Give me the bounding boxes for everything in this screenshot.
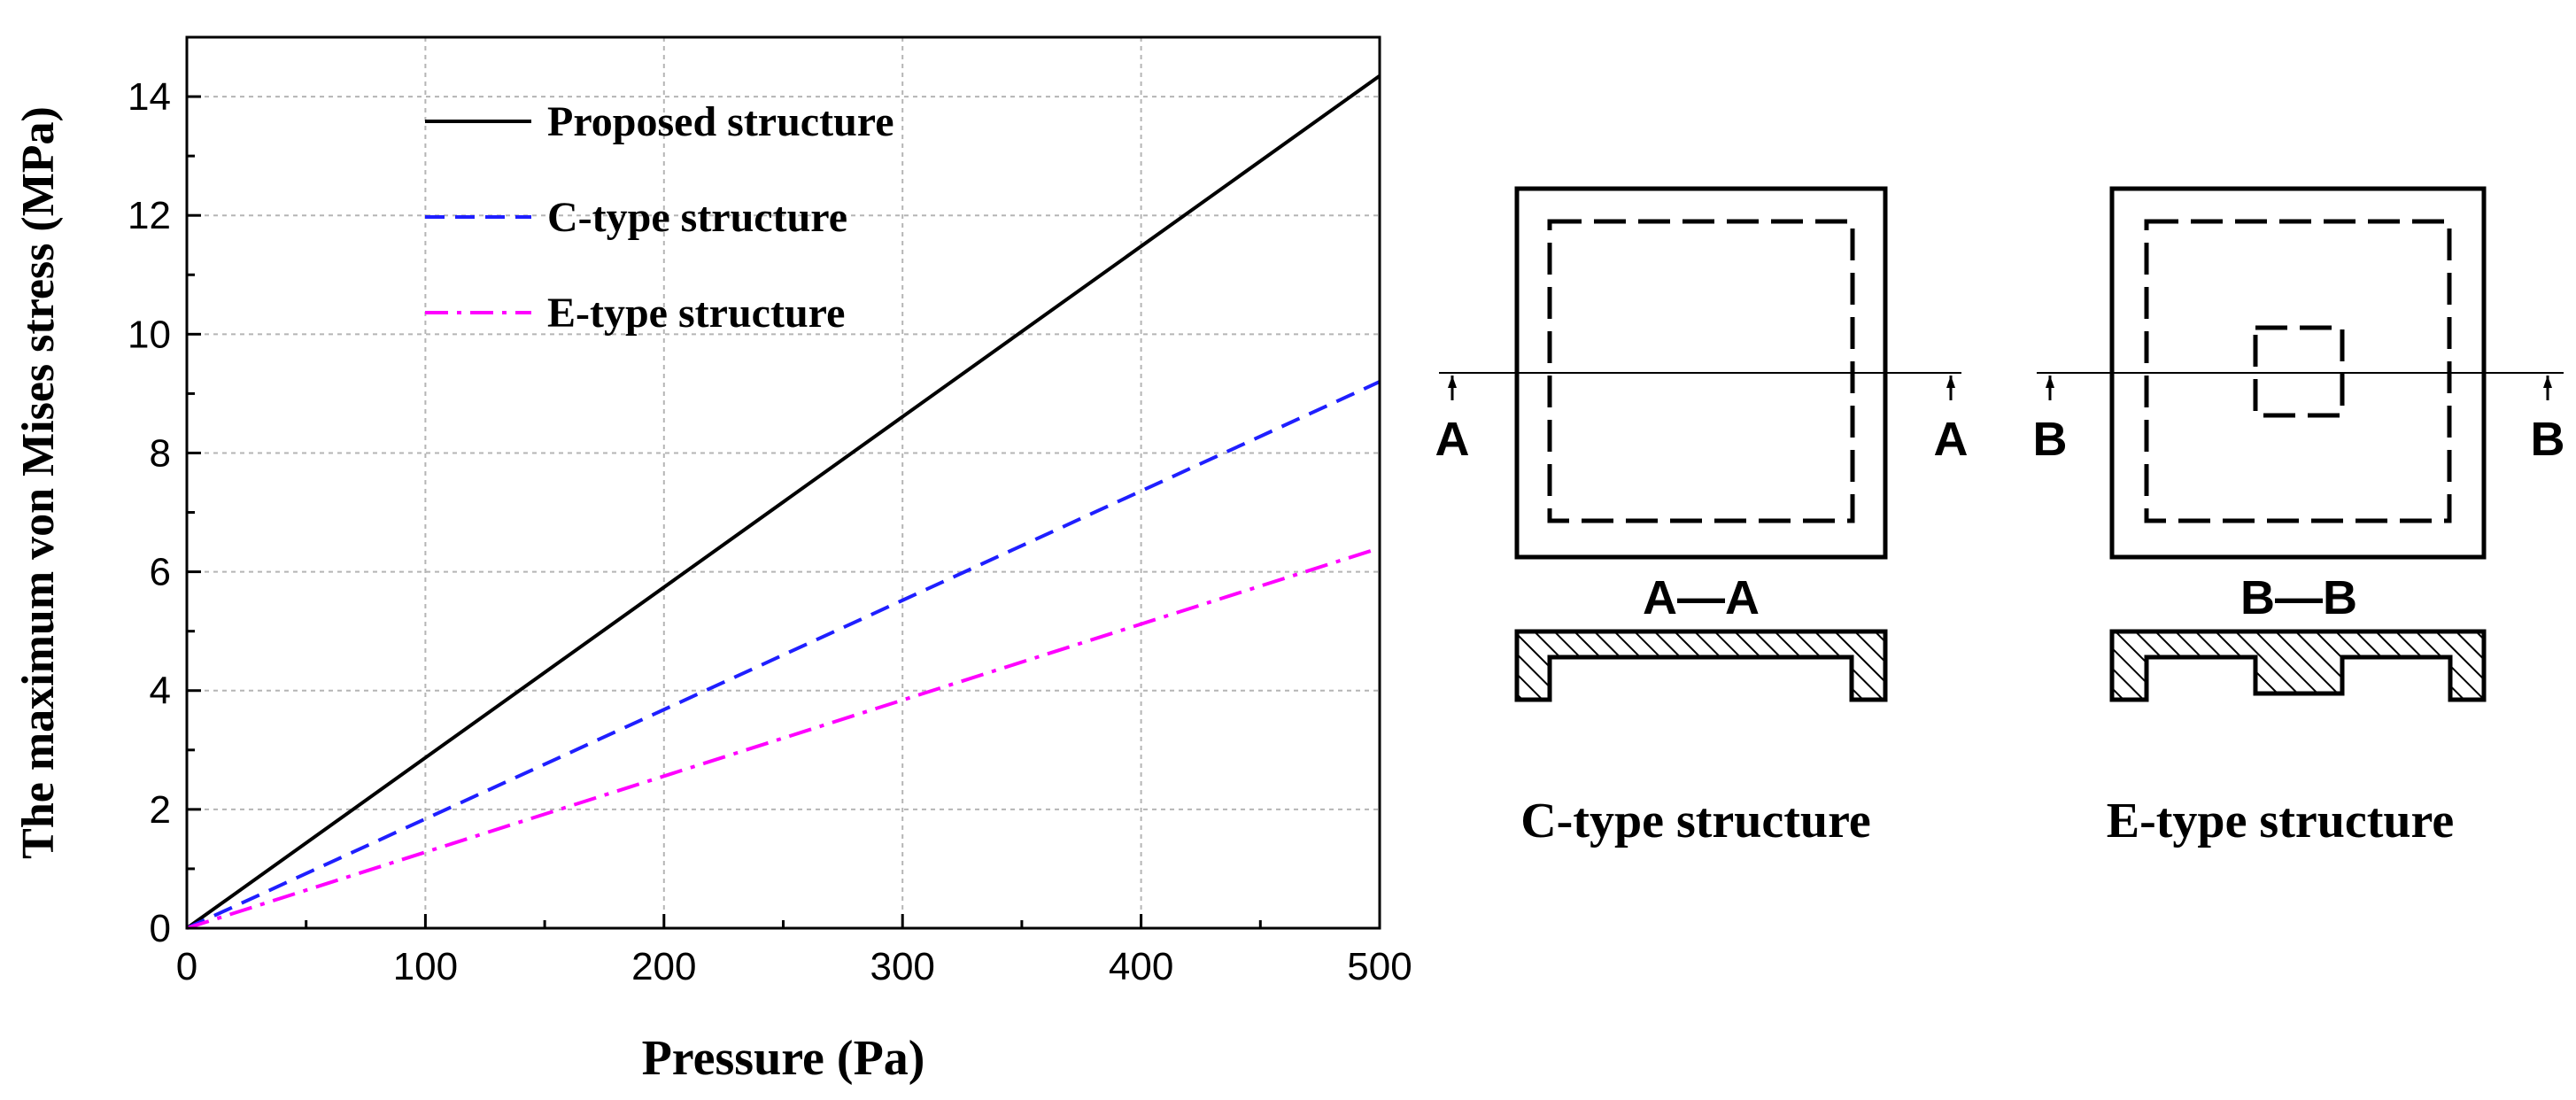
series-line-2 [186,380,1381,930]
c-type-arrowhead-left [1448,376,1457,388]
y-tick-label: 10 [128,313,171,356]
x-tick-label: 0 [176,945,197,988]
x-axis-label: Pressure (Pa) [642,1031,925,1086]
c-type-cross-section [1514,629,1888,702]
series-line-3 [186,546,1381,930]
x-tick-label: 500 [1347,945,1412,988]
c-type-section-label: A—A [1643,571,1760,624]
e-type-cross-section [2109,629,2487,702]
series-line-1 [185,74,1381,930]
e-type-arrowhead-right [2543,376,2552,388]
c-type-cut-marker-left: A [1435,413,1470,466]
axis-ticks: 0 100 200 300 400 500 0 2 4 6 8 10 12 14 [128,75,1412,988]
y-axis-label: The maximum von Mises stress (MPa) [13,106,64,859]
e-type-cut-marker-left: B [2033,413,2068,466]
c-type-inner-cavity [1547,219,1855,523]
legend-label: Proposed structure [547,98,894,145]
y-tick-label: 8 [150,431,171,475]
e-type-caption: E-type structure [2107,794,2454,848]
e-type-diagram: B B B—B E-type structure [2033,186,2565,848]
e-type-section-label: B—B [2240,571,2357,624]
y-tick-label: 0 [150,907,171,950]
y-tick-label: 12 [128,194,171,237]
stress-chart: 0 100 200 300 400 500 0 2 4 6 8 10 12 14 Proposed str… [13,35,1412,1086]
y-tick-label: 2 [150,788,171,832]
legend: Proposed structure C-type structure E-type… [425,98,894,337]
e-type-center-boss [2253,325,2345,418]
e-type-inner-cavity [2144,219,2452,523]
e-type-arrowhead-left [2046,376,2054,388]
y-tick-label: 6 [150,551,171,594]
y-tick-label: 4 [150,670,171,713]
grid [187,37,1380,928]
plot-frame [185,35,1381,930]
x-tick-label: 300 [870,945,934,988]
c-type-cut-marker-right: A [1934,413,1969,466]
x-tick-label: 100 [393,945,458,988]
series-lines [185,74,1381,930]
c-type-arrowhead-right [1946,376,1955,388]
c-type-caption: C-type structure [1520,794,1871,848]
legend-label: C-type structure [547,194,847,241]
x-tick-label: 400 [1109,945,1173,988]
y-tick-label: 14 [128,75,171,119]
c-type-diagram: A A A—A C-type structure [1435,186,1969,848]
e-type-cut-marker-right: B [2531,413,2565,466]
legend-label: E-type structure [547,290,845,337]
x-tick-label: 200 [631,945,696,988]
